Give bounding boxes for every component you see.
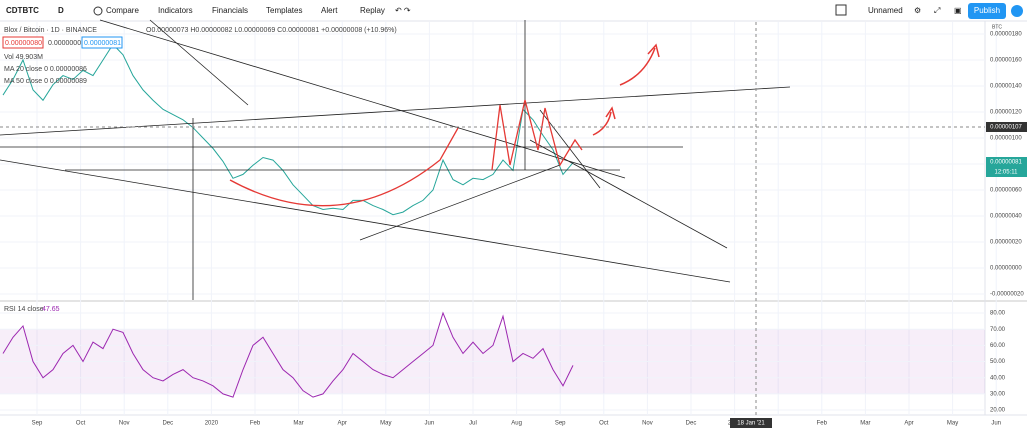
y-tick-label: 0.00000180: [990, 32, 1022, 38]
legend-ma50: MA 50 close 0 0.00000089: [4, 78, 87, 85]
crosshair-date: 18 Jan '21: [737, 421, 765, 427]
legend-box-text: 0.00000001: [48, 40, 85, 47]
y-tick-label: 40.00: [990, 375, 1006, 381]
x-tick-label: Jun: [991, 421, 1001, 427]
x-tick-label: Feb: [817, 421, 828, 427]
camera-icon[interactable]: ▣: [954, 6, 962, 15]
y-tick-label: 0.00000020: [990, 240, 1022, 246]
red-arrow: [619, 43, 660, 86]
x-tick-label: Dec: [162, 421, 173, 427]
legend-box: [81, 36, 123, 49]
y-tick-label: 0.00000120: [990, 110, 1022, 116]
rsi-line: [2, 311, 574, 398]
publish-button[interactable]: [968, 3, 1006, 19]
trend-line: [0, 86, 791, 136]
y-tick-label: 0.00000100: [990, 136, 1022, 142]
x-tick-label: Mar: [860, 421, 870, 427]
settings-icon[interactable]: ⚙: [914, 6, 921, 15]
legend-volume: Vol 49.903M: [4, 54, 43, 61]
toolbar-button[interactable]: Financials: [212, 6, 248, 15]
y-tick-label: 0.00000140: [990, 84, 1022, 90]
last-price-box: [986, 157, 1027, 177]
x-tick-label: Oct: [599, 421, 609, 427]
red-arrow: [592, 106, 616, 136]
legend-ohlc: O0.00000073 H0.00000082 L0.00000069 C0.0…: [146, 27, 397, 34]
y-tick-label: 0.00000040: [990, 214, 1022, 220]
marks: 0.00000180 0.00000160 0.00000140 0.00000120…: [0, 32, 1024, 427]
publish-label[interactable]: Publish: [974, 6, 1000, 15]
crosshair-date-box: [730, 418, 772, 428]
replay-icon[interactable]: [1011, 5, 1023, 17]
x-tick-label: Jul: [469, 421, 477, 427]
compare-icon: [93, 6, 103, 16]
x-tick-label: Sep: [555, 421, 566, 427]
legend-ma20: MA 20 close 0 0.00000086: [4, 66, 87, 73]
y-tick-label: 0.00000000: [990, 266, 1022, 272]
legend-box-text: 0.00000080: [5, 40, 42, 47]
x-tick-label: Dec: [686, 421, 697, 427]
rsi-legend-value: 47.65: [42, 306, 60, 313]
toolbar-button[interactable]: Indicators: [158, 6, 193, 15]
currency: BTC: [992, 24, 1002, 30]
fullscreen-icon[interactable]: [835, 4, 847, 16]
x-tick-label: Mar: [293, 421, 303, 427]
red-curve: [229, 127, 459, 207]
x-tick-label: May: [380, 421, 391, 427]
toolbar-button[interactable]: Alert: [321, 6, 338, 15]
x-tick-label: 2020: [205, 421, 219, 427]
x-tick-label: Aug: [511, 421, 522, 427]
x-tick-label: Apr: [904, 421, 913, 427]
x-tick-label: Oct: [76, 421, 86, 427]
x-tick-label: Nov: [642, 421, 653, 427]
legend-title: Blox / Bitcoin · 1D · BINANCE: [4, 27, 97, 34]
legend-box: [2, 36, 44, 49]
trend-line: [0, 159, 731, 283]
countdown: 12:05:11: [995, 170, 1019, 176]
y-tick-label: 0.00000060: [990, 188, 1022, 194]
expand-icon[interactable]: ⤢: [933, 6, 940, 15]
toolbar-button[interactable]: Replay: [360, 6, 385, 15]
interval[interactable]: D: [58, 6, 64, 15]
trend-line: [99, 19, 626, 179]
y-tick-label: -0.00000020: [990, 292, 1024, 298]
crosshair-price-box: [986, 122, 1027, 132]
layout-name[interactable]: Unnamed: [868, 6, 903, 15]
toolbar-button[interactable]: Templates: [266, 6, 302, 15]
trend-line: [149, 19, 249, 106]
trend-line: [359, 164, 561, 241]
rsi-legend: RSI 14 close: [4, 306, 44, 313]
x-tick-label: Sep: [32, 421, 43, 427]
trend-line: [529, 139, 728, 249]
undo-icon[interactable]: ↶ ↷: [395, 6, 411, 15]
legend-box-text: 0.00000081: [84, 40, 121, 47]
red-zigzag: [491, 99, 583, 171]
x-tick-label: Apr: [338, 421, 347, 427]
y-tick-label: 30.00: [990, 391, 1006, 397]
toolbar-bg: [0, 0, 1027, 21]
toolbar: CDTBTC D Compare Indicators Financials T…: [0, 0, 1027, 22]
y-tick-label: 60.00: [990, 343, 1006, 349]
y-tick-label: 80.00: [990, 311, 1006, 317]
y-tick-label: 20.00: [990, 408, 1006, 414]
x-tick-label: May: [947, 421, 958, 427]
y-tick-label: 50.00: [990, 359, 1006, 365]
y-tick-label: 70.00: [990, 327, 1006, 333]
x-tick-label: Jun: [425, 421, 435, 427]
x-tick-label: Feb: [250, 421, 261, 427]
symbol[interactable]: CDTBTC: [6, 6, 39, 15]
drawings: [0, 19, 985, 415]
x-tick-label: Nov: [119, 421, 130, 427]
crosshair-price: 0.00000107: [990, 125, 1022, 131]
legend: Blox / Bitcoin · 1D · BINANCE O0.0000007…: [2, 24, 1002, 313]
y-tick-label: 0.00000160: [990, 58, 1022, 64]
price-line: [2, 43, 574, 216]
toolbar-button[interactable]: Compare: [106, 6, 139, 15]
last-price: 0.00000081: [990, 160, 1022, 166]
